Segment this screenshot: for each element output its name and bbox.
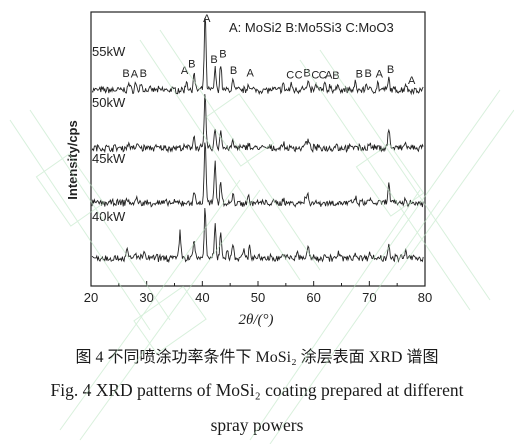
series-name: 45kW	[92, 151, 126, 166]
peak-phase-label: B	[210, 54, 217, 66]
xrd-trace-50kW	[91, 94, 424, 154]
x-tick-label: 60	[306, 290, 320, 305]
xrd-trace-40kW	[91, 208, 424, 264]
peak-phase-label: C	[295, 70, 303, 82]
peak-phase-label: B	[387, 64, 394, 76]
x-tick-label: 20	[84, 290, 98, 305]
x-tick-label: 50	[251, 290, 265, 305]
peak-phase-label: B	[122, 68, 129, 80]
peak-phase-label: B	[332, 70, 339, 82]
phase-legend: A: MoSi2 B:Mo5Si3 C:MoO3	[229, 20, 394, 35]
peak-phase-label: B	[188, 59, 195, 71]
peak-phase-label: A	[408, 75, 416, 87]
peak-phase-label: A	[376, 68, 384, 80]
peak-phase-label: A	[203, 13, 211, 25]
peak-phase-label: B	[140, 68, 147, 80]
x-tick-label: 40	[195, 290, 209, 305]
y-axis-label: Intensity/cps	[65, 120, 80, 199]
peak-phase-label: B	[356, 68, 363, 80]
figure-caption-english-line2: spray powers	[210, 415, 304, 435]
x-tick-label: 70	[362, 290, 376, 305]
peak-phase-label: C	[286, 70, 294, 82]
series-names: 55kW 50kW 45kW 40kW	[92, 44, 126, 224]
peak-phase-label: B	[219, 49, 226, 61]
x-tick-label: 80	[418, 290, 432, 305]
peak-phase-label: B	[303, 67, 310, 79]
xrd-trace-45kW	[91, 142, 424, 208]
peak-phase-label: B	[365, 68, 372, 80]
peak-phase-label: B	[230, 65, 237, 77]
xrd-traces	[91, 17, 424, 264]
x-tick-label: 30	[139, 290, 153, 305]
peak-phase-label: A	[247, 67, 255, 79]
x-axis-ticks: 20 30 40 50 60 70 80	[84, 281, 432, 305]
series-name: 50kW	[92, 95, 126, 110]
x-axis-label: 2θ/(°)	[238, 312, 273, 328]
series-name: 40kW	[92, 209, 126, 224]
series-name: 55kW	[92, 44, 126, 59]
figure-caption-english-line1: Fig. 4 XRD patterns of MoSi₂ coating pre…	[50, 380, 464, 400]
figure-caption-chinese: 图 4 不同喷涂功率条件下 MoSi₂ 涂层表面 XRD 谱图	[75, 349, 439, 366]
peak-phase-label: A	[131, 68, 139, 80]
